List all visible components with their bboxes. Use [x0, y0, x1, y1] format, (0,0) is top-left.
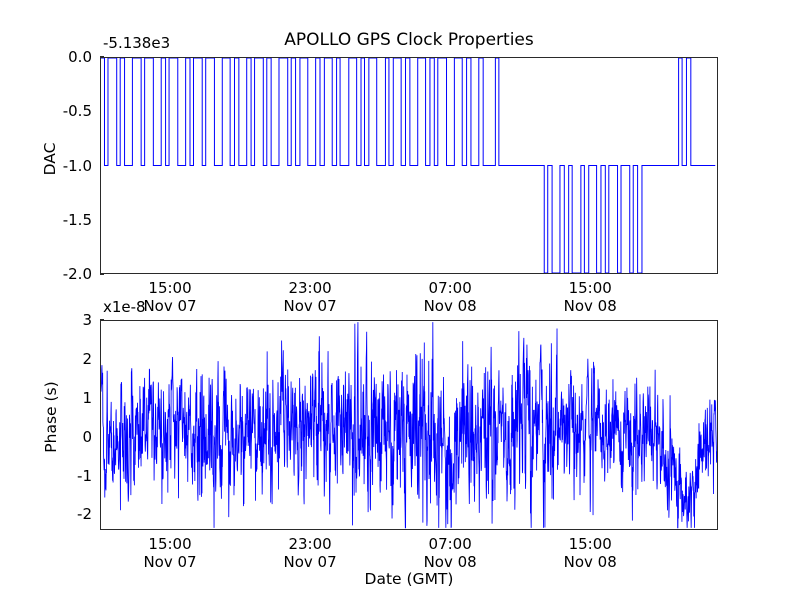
- x-tick-time: 07:00: [428, 535, 472, 553]
- y-tick-label: 3: [82, 311, 92, 329]
- x-tick-time: 15:00: [148, 535, 192, 553]
- y-tick-label: -2: [77, 505, 92, 524]
- page-title: APOLLO GPS Clock Properties: [284, 30, 534, 50]
- y-tick-label: 0.0: [68, 48, 92, 66]
- x-tick-date: Nov 07: [143, 552, 197, 571]
- x-tick-time: 15:00: [148, 279, 192, 297]
- x-tick-date: Nov 07: [143, 296, 197, 315]
- y-tickmark: [100, 319, 104, 321]
- phase-series-line: [101, 321, 717, 529]
- y-tick-label: 1: [82, 388, 92, 407]
- y-tick-label: -1: [77, 466, 92, 485]
- x-tick-date: Nov 07: [283, 296, 337, 315]
- y-tick-label: 0: [82, 427, 92, 446]
- dac-plot-area[interactable]: [100, 57, 718, 274]
- y-tick-label: -1.5: [62, 210, 92, 229]
- phase-y-offset-text: x1e-8: [103, 298, 146, 316]
- x-tick-label: 15:00 Nov 07: [143, 535, 197, 571]
- y-tick-label: -2.0: [62, 265, 92, 283]
- x-tick-label: 15:00 Nov 08: [563, 535, 617, 571]
- y-tickmark: [100, 56, 104, 58]
- x-tick-time: 15:00: [568, 279, 612, 297]
- x-tick-date: Nov 08: [423, 552, 477, 571]
- x-tick-label: 15:00 Nov 08: [563, 279, 617, 315]
- x-tick-date: Nov 08: [423, 296, 477, 315]
- x-tick-label: 23:00 Nov 07: [283, 535, 337, 571]
- x-tick-label: 07:00 Nov 08: [423, 279, 477, 315]
- y-tick-label: -0.5: [62, 102, 92, 121]
- x-tick-time: 15:00: [568, 535, 612, 553]
- dac-series-line: [101, 58, 717, 273]
- x-tick-date: Nov 08: [563, 552, 617, 571]
- dac-y-offset-text: -5.138e3: [103, 34, 171, 52]
- phase-plot-area[interactable]: [100, 320, 718, 530]
- x-tick-time: 23:00: [288, 535, 332, 553]
- x-axis-label: Date (GMT): [364, 570, 454, 588]
- x-tick-label: 15:00 Nov 07: [143, 279, 197, 315]
- x-tick-date: Nov 07: [283, 552, 337, 571]
- x-tick-time: 07:00: [428, 279, 472, 297]
- x-tick-label: 07:00 Nov 08: [423, 535, 477, 571]
- x-tick-time: 23:00: [288, 279, 332, 297]
- y-tick-label: -1.0: [62, 156, 92, 175]
- x-tick-date: Nov 08: [563, 296, 617, 315]
- y-tick-label: 2: [82, 349, 92, 368]
- x-tick-label: 23:00 Nov 07: [283, 279, 337, 315]
